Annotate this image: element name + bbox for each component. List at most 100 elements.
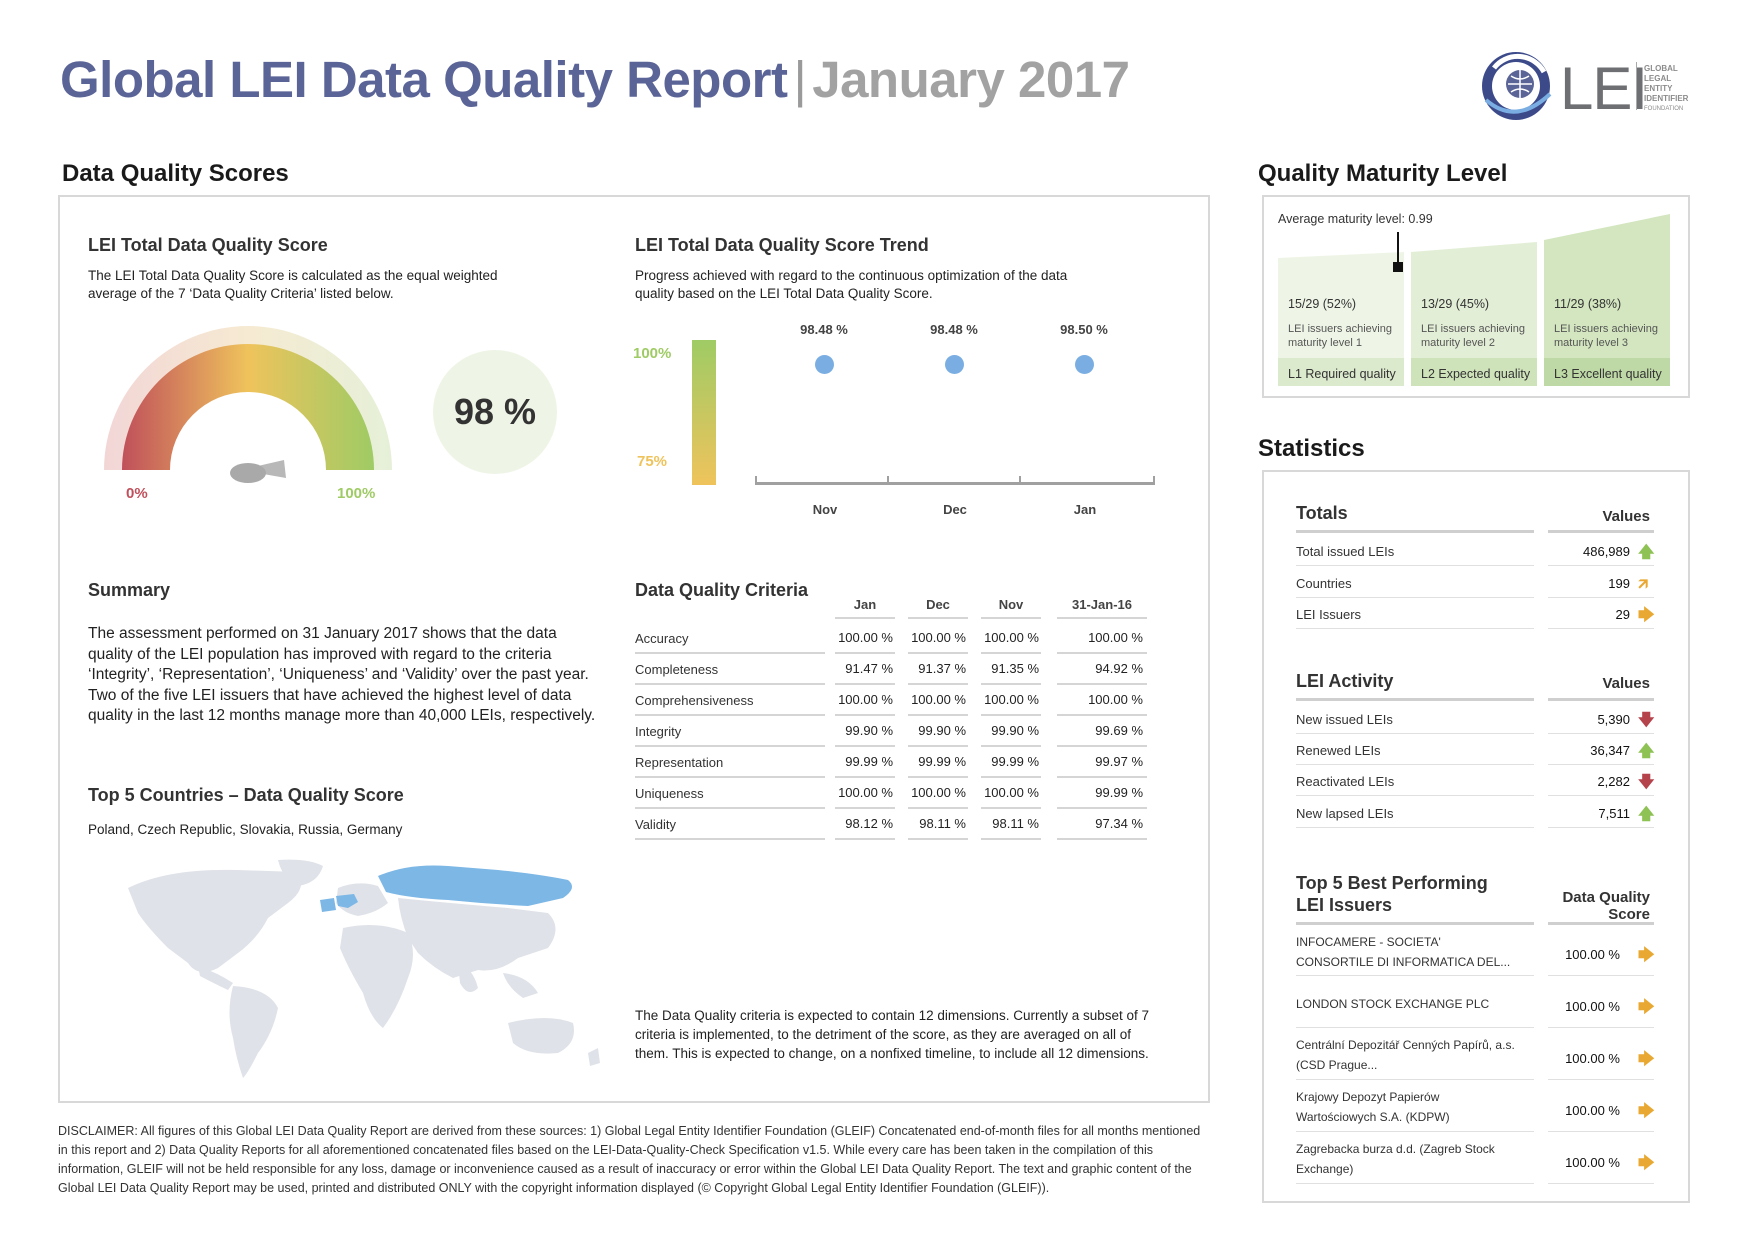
stat-issuers-value: 29: [1615, 607, 1630, 622]
issuers-heading: Top 5 Best Performing LEI Issuers: [1296, 873, 1488, 915]
criteria-col-nov: Nov: [998, 597, 1024, 612]
arrow-right-icon: 🡆: [1638, 607, 1655, 624]
trend-value-dec: 98.48 %: [930, 322, 978, 337]
arrow-down-icon: 🡇: [1638, 774, 1655, 791]
criteria-table: Jan Dec Nov 31-Jan-16: [635, 597, 1155, 837]
stat-new-lapsed-label: New lapsed LEIs: [1296, 806, 1394, 821]
statistics-section-title: Statistics: [1258, 435, 1365, 462]
arrow-up-icon: 🡅: [1638, 806, 1655, 823]
quality-gauge: [104, 326, 392, 483]
issuer-score-3: 100.00 %: [1565, 1051, 1620, 1066]
criteria-col-prev: 31-Jan-16: [1072, 597, 1132, 612]
stat-countries-value: 199: [1608, 576, 1630, 591]
arrow-right-icon: 🡆: [1638, 999, 1655, 1016]
report-title: Global LEI Data Quality Report | January 2…: [60, 50, 1130, 109]
title-date: January 2017: [812, 51, 1130, 108]
activity-values-heading: Values: [1602, 675, 1650, 692]
title-text: Global LEI Data Quality Report: [60, 51, 788, 108]
maturity-l1-label: L1 Required quality: [1288, 367, 1396, 381]
total-score-title: LEI Total Data Quality Score: [88, 235, 328, 255]
logo-divider: [1636, 62, 1637, 110]
disclaimer: DISCLAIMER: All figures of this Global L…: [58, 1124, 1201, 1195]
maturity-l3-label: L3 Excellent quality: [1554, 367, 1662, 381]
issuer-row-1: INFOCAMERE - SOCIETA' CONSORTILE DI INFO…: [1296, 935, 1511, 969]
totals-heading: Totals: [1296, 503, 1348, 523]
summary-text: The assessment performed on 31 January 2…: [88, 625, 596, 724]
trend-value-nov: 98.48 %: [800, 322, 848, 337]
arrow-right-icon: 🡆: [1638, 1103, 1655, 1120]
maturity-l2-count: 13/29 (45%): [1421, 297, 1490, 311]
trend-point-jan: [1075, 355, 1094, 374]
trend-month-nov: Nov: [812, 502, 838, 517]
arrow-right-icon: 🡆: [1638, 1051, 1655, 1068]
issuers-score-heading: Data Quality Score: [1562, 889, 1650, 923]
trend-scale-bar: [692, 340, 716, 485]
stat-renewed-value: 36,347: [1590, 743, 1630, 758]
maturity-l2-desc: LEI issuers achieving maturity level 2: [1421, 323, 1525, 349]
table-row: Comprehensiveness 100.00 % 100.00 % 100.…: [635, 687, 1155, 718]
gleif-logo: LEI GLOBAL LEGAL ENTITY IDENTIFIER FOUND…: [1478, 48, 1698, 124]
stat-reactivated-value: 2,282: [1597, 774, 1630, 789]
issuer-row-5: Zagrebacka burza d.d. (Zagreb Stock Exch…: [1296, 1142, 1495, 1176]
totals-values-heading: Values: [1602, 508, 1650, 525]
gauge-min-label: 0%: [126, 485, 148, 502]
maturity-l1-count: 15/29 (52%): [1288, 297, 1357, 311]
top5-countries-list: Poland, Czech Republic, Slovakia, Russia…: [88, 822, 403, 837]
trend-scale-bottom: 75%: [637, 453, 668, 470]
arrow-up-right-icon: 🡭: [1638, 576, 1649, 593]
arrow-up-icon: 🡅: [1638, 544, 1655, 561]
stat-total-leis-value: 486,989: [1583, 544, 1630, 559]
top5-countries-title: Top 5 Countries – Data Quality Score: [88, 785, 404, 805]
statistics-panel: [1262, 470, 1690, 1203]
table-row: Integrity 99.90 % 99.90 % 99.90 % 99.69 …: [635, 718, 1155, 749]
stat-issuers-label: LEI Issuers: [1296, 607, 1362, 622]
table-row: Uniqueness 100.00 % 100.00 % 100.00 % 99…: [635, 780, 1155, 811]
dqs-section-title: Data Quality Scores: [62, 160, 289, 187]
maturity-average: Average maturity level: 0.99: [1278, 212, 1433, 226]
world-map: [128, 859, 600, 1078]
total-score-value: 98 %: [433, 350, 557, 474]
maturity-steps: [1278, 214, 1670, 386]
globe-icon: [1482, 52, 1552, 120]
maturity-l1-desc: LEI issuers achieving maturity level 1: [1288, 323, 1392, 349]
criteria-note: The Data Quality criteria is expected to…: [635, 1008, 1150, 1061]
stat-new-issued-label: New issued LEIs: [1296, 712, 1393, 727]
trend-value-jan: 98.50 %: [1060, 322, 1108, 337]
trend-scale-top: 100%: [633, 345, 672, 362]
issuer-row-4: Krajowy Depozyt Papierów Wartościowych S…: [1296, 1090, 1450, 1124]
maturity-marker: [1393, 262, 1403, 272]
arrow-right-icon: 🡆: [1638, 1155, 1655, 1172]
trend-month-dec: Dec: [943, 502, 967, 517]
map-highlight-countries: [320, 865, 572, 912]
arrow-right-icon: 🡆: [1638, 947, 1655, 964]
criteria-col-dec: Dec: [926, 597, 950, 612]
arrow-down-icon: 🡇: [1638, 712, 1655, 729]
maturity-l3-count: 11/29 (38%): [1554, 297, 1622, 311]
maturity-section-title: Quality Maturity Level: [1258, 160, 1508, 187]
trend-desc: Progress achieved with regard to the con…: [635, 268, 1068, 301]
trend-title: LEI Total Data Quality Score Trend: [635, 235, 929, 255]
stat-reactivated-label: Reactivated LEIs: [1296, 774, 1395, 789]
maturity-l2-label: L2 Expected quality: [1421, 367, 1531, 381]
stat-new-issued-value: 5,390: [1597, 712, 1630, 727]
criteria-col-jan: Jan: [853, 597, 877, 612]
issuer-row-3: Centrální Depozitář Cenných Papírů, a.s.…: [1296, 1038, 1515, 1072]
arrow-up-icon: 🡅: [1638, 743, 1655, 760]
trend-month-jan: Jan: [1073, 502, 1097, 517]
activity-heading: LEI Activity: [1296, 671, 1394, 691]
issuer-row-2: LONDON STOCK EXCHANGE PLC: [1296, 997, 1490, 1011]
table-row: Representation 99.99 % 99.99 % 99.99 % 9…: [635, 749, 1155, 780]
maturity-l3-desc: LEI issuers achieving maturity level 3: [1554, 323, 1658, 349]
gauge-max-label: 100%: [337, 485, 376, 502]
issuer-score-5: 100.00 %: [1565, 1155, 1620, 1170]
stat-total-leis-label: Total issued LEIs: [1296, 544, 1395, 559]
trend-axis: [755, 482, 1155, 485]
table-row: Completeness 91.47 % 91.37 % 91.35 % 94.…: [635, 656, 1155, 687]
title-separator: |: [793, 51, 807, 108]
summary-title: Summary: [88, 580, 171, 600]
issuer-score-4: 100.00 %: [1565, 1103, 1620, 1118]
stat-renewed-label: Renewed LEIs: [1296, 743, 1381, 758]
logo-wordmark: LEI: [1560, 55, 1648, 122]
issuer-score-1: 100.00 %: [1565, 947, 1620, 962]
logo-subtext: GLOBAL LEGAL ENTITY IDENTIFIER FOUNDATIO…: [1644, 64, 1689, 112]
